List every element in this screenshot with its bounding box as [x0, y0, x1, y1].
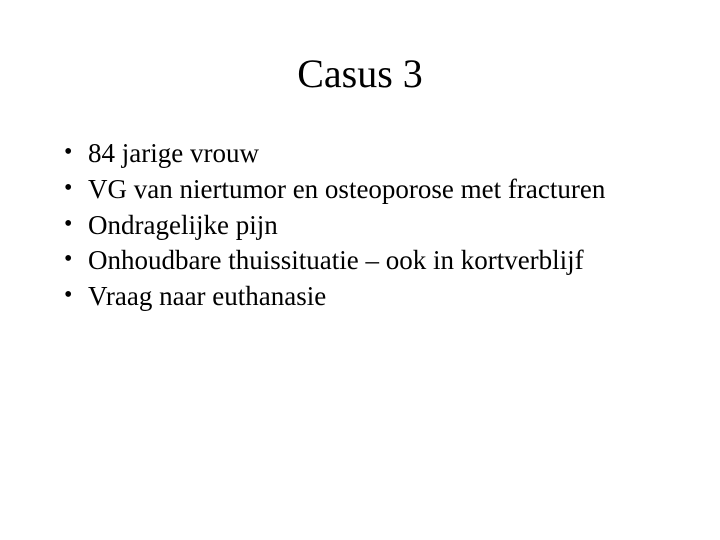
bullet-list: 84 jarige vrouw VG van niertumor en oste…	[58, 137, 670, 314]
list-item: VG van niertumor en osteoporose met frac…	[58, 173, 670, 207]
list-item: Onhoudbare thuissituatie – ook in kortve…	[58, 244, 670, 278]
slide-body: 84 jarige vrouw VG van niertumor en oste…	[50, 137, 670, 314]
slide-title: Casus 3	[50, 50, 670, 97]
list-item: 84 jarige vrouw	[58, 137, 670, 171]
list-item: Ondragelijke pijn	[58, 209, 670, 243]
list-item: Vraag naar euthanasie	[58, 280, 670, 314]
